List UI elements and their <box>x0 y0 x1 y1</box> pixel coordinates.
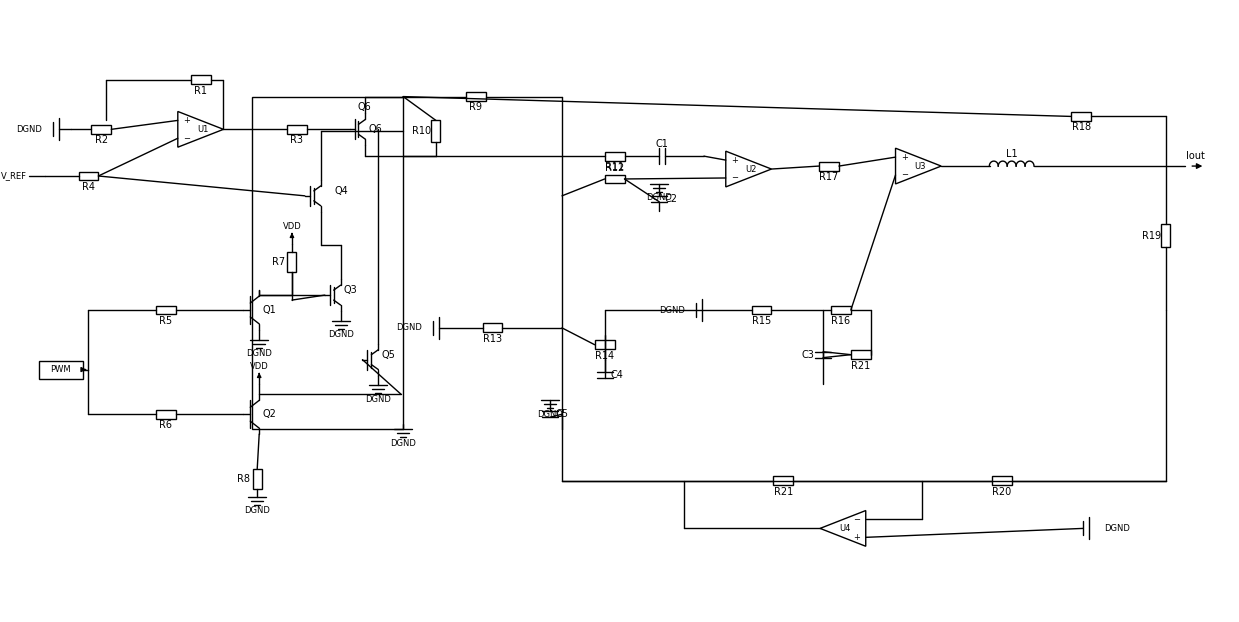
Text: U3: U3 <box>914 162 926 170</box>
Bar <box>466 92 486 101</box>
Text: R1: R1 <box>195 86 207 96</box>
Text: R15: R15 <box>752 316 771 326</box>
Text: DGND: DGND <box>244 506 270 515</box>
Text: R12: R12 <box>605 163 624 173</box>
Text: Q6: Q6 <box>368 124 382 134</box>
Text: R20: R20 <box>992 486 1011 497</box>
Bar <box>1072 112 1092 121</box>
Text: R7: R7 <box>271 258 285 267</box>
Text: R10: R10 <box>413 126 431 136</box>
Text: R13: R13 <box>483 334 502 344</box>
Text: V_REF: V_REF <box>1 172 27 180</box>
Bar <box>92 125 112 134</box>
Text: DGND: DGND <box>327 330 353 340</box>
Text: VDD: VDD <box>250 362 269 371</box>
Text: Q4: Q4 <box>335 186 348 196</box>
Bar <box>431 121 440 142</box>
Text: C2: C2 <box>664 194 678 204</box>
Bar <box>78 172 98 180</box>
Text: Iout: Iout <box>1186 151 1204 161</box>
Text: VDD: VDD <box>282 222 301 231</box>
Text: +: + <box>901 152 908 162</box>
Bar <box>991 476 1012 485</box>
Text: R11: R11 <box>605 162 624 172</box>
Text: +: + <box>854 533 860 542</box>
Bar <box>851 350 871 359</box>
Bar <box>831 305 851 315</box>
Text: U4: U4 <box>839 524 851 533</box>
Bar <box>605 152 624 160</box>
Text: −: − <box>183 134 191 143</box>
Bar <box>287 253 296 272</box>
Text: R16: R16 <box>831 316 850 326</box>
Text: −: − <box>901 170 908 180</box>
Text: DGND: DGND <box>366 395 392 404</box>
Bar <box>156 410 176 419</box>
Text: +: + <box>731 156 738 165</box>
Text: C5: C5 <box>555 409 569 419</box>
Text: DGND: DGND <box>247 349 273 358</box>
Text: DGND: DGND <box>1104 524 1130 533</box>
Text: L1: L1 <box>1006 149 1017 159</box>
Bar <box>156 305 176 315</box>
Text: R21: R21 <box>773 486 793 497</box>
Text: R8: R8 <box>237 474 250 484</box>
Text: DGND: DGND <box>538 410 563 419</box>
Text: R21: R21 <box>851 361 871 371</box>
Text: DGND: DGND <box>390 439 416 448</box>
Bar <box>191 75 211 84</box>
Bar <box>752 305 772 315</box>
Text: DGND: DGND <box>16 125 42 134</box>
Text: −: − <box>854 515 860 524</box>
Bar <box>773 476 793 485</box>
Text: PWM: PWM <box>51 365 71 374</box>
Text: U1: U1 <box>197 125 208 134</box>
Text: R18: R18 <box>1072 123 1090 132</box>
Text: R5: R5 <box>160 316 172 326</box>
Bar <box>482 323 503 332</box>
Text: C3: C3 <box>802 350 814 360</box>
Bar <box>605 175 624 183</box>
Text: R6: R6 <box>160 420 172 430</box>
Bar <box>1161 224 1170 248</box>
Text: +: + <box>183 116 190 125</box>
Text: R19: R19 <box>1142 231 1161 241</box>
Text: R4: R4 <box>82 182 95 192</box>
Text: DGND: DGND <box>659 305 685 315</box>
Text: R2: R2 <box>95 135 108 146</box>
Text: Q1: Q1 <box>263 305 276 315</box>
Text: DGND: DGND <box>647 193 673 202</box>
Text: R17: R17 <box>819 172 839 182</box>
Text: R14: R14 <box>595 351 615 361</box>
Bar <box>253 96 403 429</box>
Text: −: − <box>731 174 738 182</box>
Bar <box>38 361 83 379</box>
Text: DGND: DGND <box>396 323 422 332</box>
Text: Q2: Q2 <box>263 409 276 419</box>
Text: Q3: Q3 <box>343 285 357 295</box>
Text: C4: C4 <box>610 369 623 379</box>
Bar <box>287 125 307 134</box>
Bar <box>819 162 839 170</box>
Text: Q6: Q6 <box>358 103 372 113</box>
Text: R9: R9 <box>470 103 482 113</box>
Text: C1: C1 <box>655 139 669 149</box>
Text: R3: R3 <box>290 135 304 146</box>
Text: U2: U2 <box>745 165 756 174</box>
Bar <box>595 340 615 349</box>
Bar <box>253 469 261 489</box>
Text: Q5: Q5 <box>382 350 395 360</box>
